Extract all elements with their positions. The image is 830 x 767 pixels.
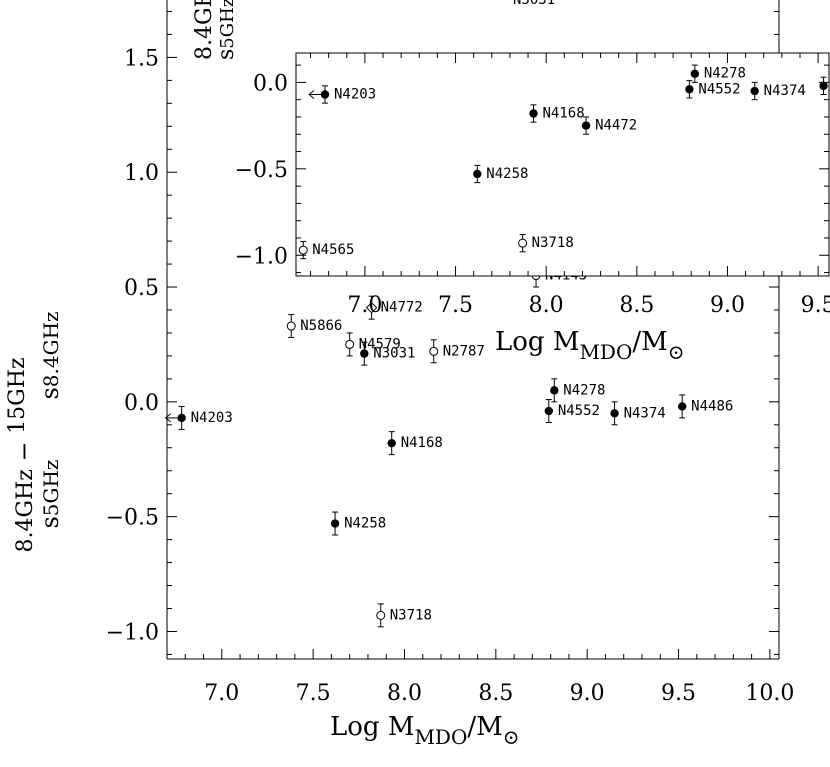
main-point-filled	[550, 386, 559, 395]
main-x-tick-label: 8.0	[387, 681, 422, 706]
main-limit-arrowhead	[164, 413, 171, 423]
main-y-tick-label: −1.0	[106, 620, 159, 645]
main-y-tick-label: 1.5	[124, 46, 159, 71]
inset-plot: 7.0 7.5 8.0 8.5 9.0 9.5 0.0 −0.5 −1.0 N4203 N4565 N…	[235, 52, 830, 318]
main-point-label: N5866	[300, 318, 342, 334]
main-point-filled	[610, 409, 619, 418]
main-point-label: N4579	[359, 336, 401, 352]
inset-x-tick-label: 9.0	[710, 293, 745, 318]
inset-point-filled	[320, 90, 330, 99]
main-x-axis-title: Log MMDO/M⊙	[330, 712, 520, 749]
inset-point-label: N4552	[698, 81, 740, 97]
inset-point-label: N4203	[334, 86, 376, 102]
inset-point-open	[298, 245, 308, 255]
main-point-diamond	[365, 301, 378, 314]
main-point-label: N4203	[191, 410, 233, 426]
main-point-label: N3031	[373, 346, 415, 362]
main-x-tick-label: 9.0	[570, 681, 605, 706]
main-y-tick-label: 0.0	[124, 391, 159, 416]
main-x-tick-label: 7.0	[204, 681, 239, 706]
main-point-label: N4772	[381, 300, 423, 316]
main-point-open	[286, 321, 296, 331]
svg-text:s5GHzs8.4GHz: s5GHzs8.4GHz	[36, 311, 64, 528]
main-point-label: N4278	[563, 382, 605, 398]
inset-point-filled	[473, 169, 482, 179]
main-x-tick-label: 8.5	[478, 681, 513, 706]
inset-limit-arrowhead	[308, 90, 315, 99]
inset-background	[296, 53, 829, 276]
svg-text:8.4GHz − 15GHz: 8.4GHz − 15GHz	[5, 357, 38, 552]
main-point-label: N2787	[443, 343, 485, 359]
inset-x-axis-title: Log MMDO/M⊙	[495, 327, 685, 364]
main-point-label: N4258	[344, 516, 386, 532]
inset-y-tick-label: −0.5	[235, 158, 288, 183]
inset-point-filled	[690, 69, 700, 78]
main-x-tick-label: 7.5	[296, 681, 331, 706]
main-x-tick-label: 9.5	[661, 681, 696, 706]
inset-point-filled	[581, 121, 591, 130]
main-y-tick-label: −0.5	[106, 506, 159, 531]
main-point-filled	[677, 402, 687, 411]
main-point-label: N4552	[558, 403, 600, 419]
main-point-open	[345, 339, 355, 349]
inset-point-label: N4565	[312, 242, 354, 258]
main-x-tick-label: 10.0	[745, 681, 794, 706]
main-y-axis-title: 8.4GHz − 15GHz s5GHzs8.4GHz	[5, 311, 64, 552]
main-point-filled	[177, 413, 186, 423]
inset-point-label: N4168	[542, 106, 584, 122]
inset-x-tick-label: 8.0	[529, 293, 564, 318]
inset-point-filled	[529, 109, 538, 118]
inset-point-label: N4374	[764, 83, 806, 99]
inset-frame	[295, 52, 830, 277]
inset-x-tick-label: 8.5	[619, 293, 654, 318]
inset-point-label: N3718	[532, 235, 574, 251]
main-point-filled	[387, 438, 396, 448]
main-point-filled	[360, 349, 369, 358]
svg-text:s5GHz: s5GHz	[214, 0, 239, 60]
inset-point-label: N4472	[595, 118, 637, 134]
inset-point-filled	[819, 81, 828, 91]
main-point-label: N4374	[624, 405, 666, 421]
main-y-tick-label: 1.0	[124, 161, 159, 186]
inset-x-tick-label: 7.0	[347, 293, 382, 318]
main-point-label: N3718	[390, 607, 432, 623]
main-point-filled	[330, 519, 340, 528]
inset-point-open	[518, 238, 528, 248]
inset-point-label: N4278	[704, 66, 746, 82]
main-y-tick-label: 0.5	[124, 276, 159, 301]
inset-x-tick-label: 9.5	[801, 293, 830, 318]
main-point-filled	[544, 406, 554, 416]
inset-y-tick-label: −1.0	[235, 244, 288, 269]
inset-x-tick-label: 7.5	[438, 293, 473, 318]
main-point-open	[376, 610, 386, 620]
inset-point-label: N4258	[486, 166, 528, 182]
inset-point-filled	[685, 85, 694, 94]
inset-y-axis-title: 8.4GHz s5GHz	[192, 0, 239, 60]
svg-text:8.4GHz: 8.4GHz	[192, 0, 217, 60]
main-point-label: N4486	[691, 398, 733, 414]
inset-y-tick-label: 0.0	[253, 71, 288, 96]
inset-point-filled	[750, 86, 759, 96]
inset-partial-label: N3031	[513, 0, 555, 8]
main-plot: 7.0 7.5 8.0 8.5 9.0 9.5 10.0 1.5 1.0 0.5 0.0 −0.5 −1…	[106, 0, 794, 706]
main-point-label: N4168	[401, 435, 443, 451]
main-point-open	[429, 346, 439, 356]
